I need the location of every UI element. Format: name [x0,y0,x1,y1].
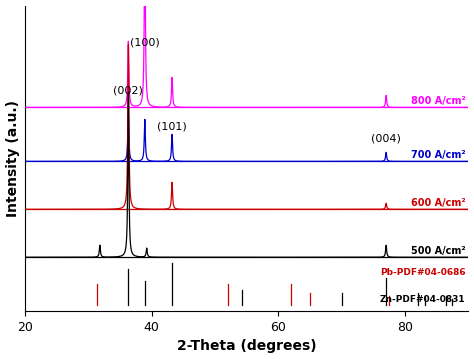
Text: (100): (100) [130,37,160,47]
Text: 500 A/cm²: 500 A/cm² [410,246,465,256]
Text: 600 A/cm²: 600 A/cm² [410,198,465,208]
Y-axis label: Intensity (a.u.): Intensity (a.u.) [6,100,19,217]
Text: (004): (004) [371,134,401,143]
X-axis label: 2-Theta (degrees): 2-Theta (degrees) [177,340,317,354]
Text: Zn-PDF#04-0831: Zn-PDF#04-0831 [380,295,465,304]
Text: Pb-PDF#04-0686: Pb-PDF#04-0686 [380,268,465,277]
Text: (002): (002) [113,85,143,95]
Text: 800 A/cm²: 800 A/cm² [410,96,465,106]
Text: (101): (101) [157,121,187,131]
Text: 700 A/cm²: 700 A/cm² [410,150,465,160]
